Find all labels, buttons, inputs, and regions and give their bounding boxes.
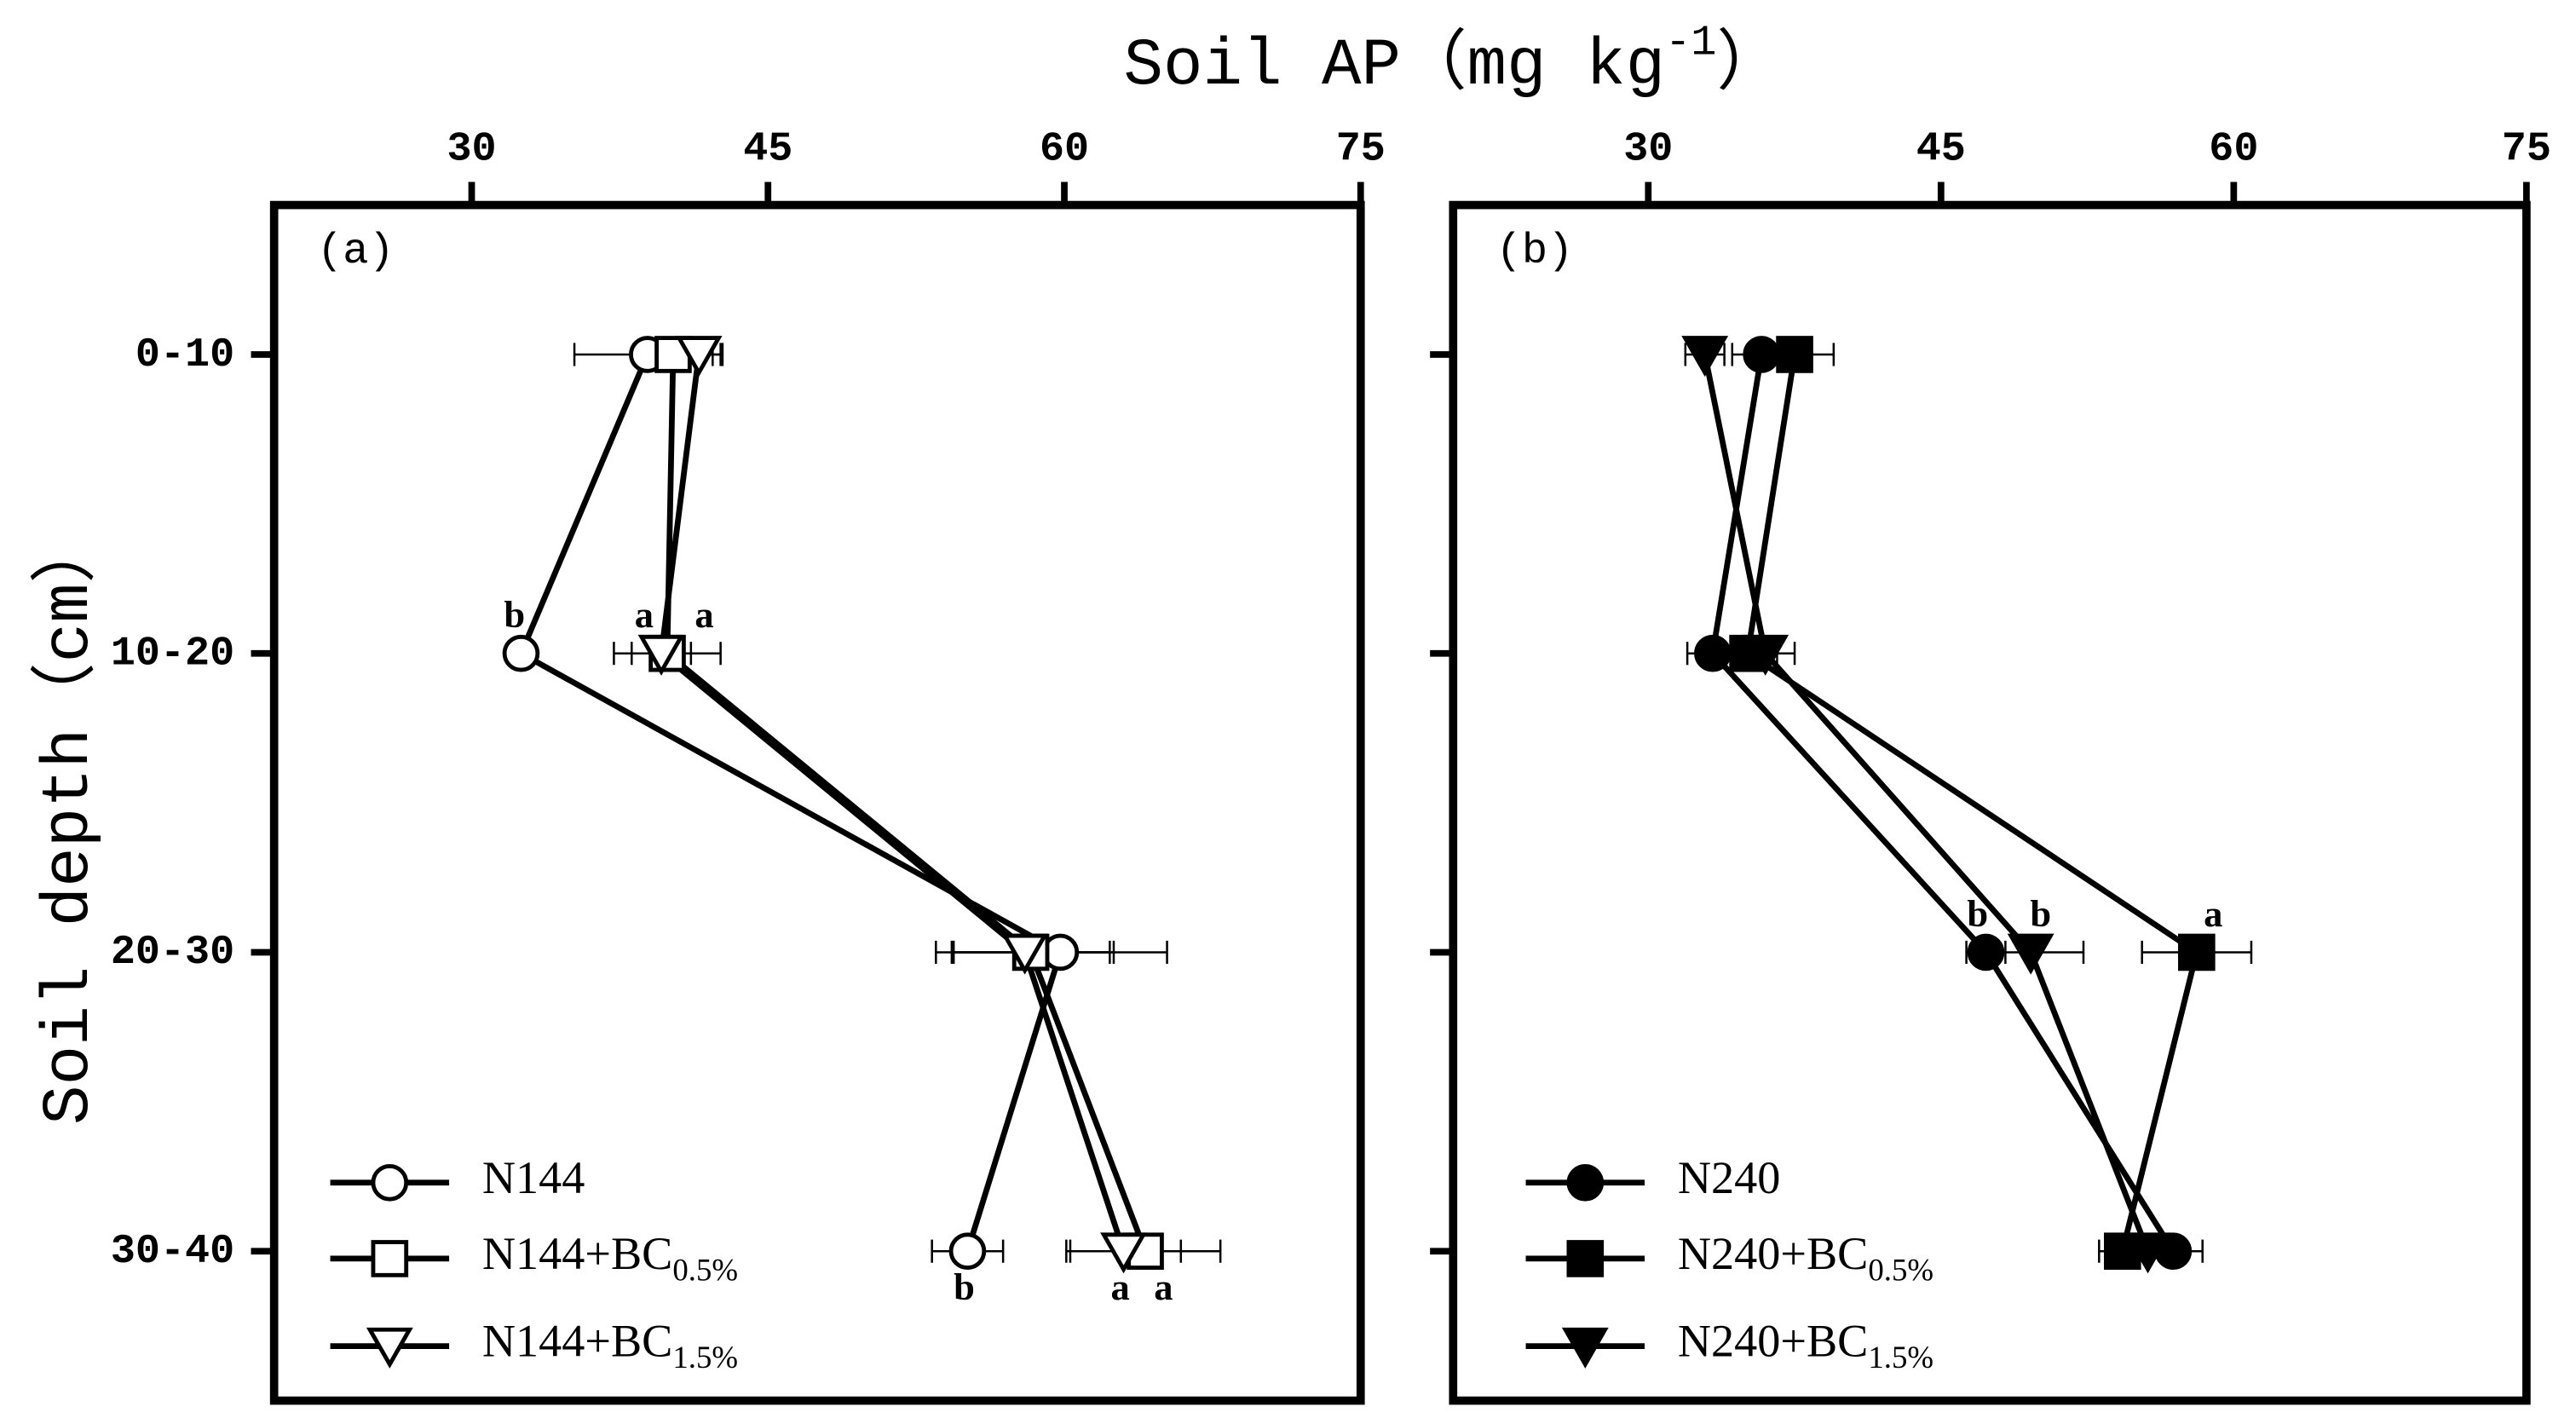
significance-label: a xyxy=(694,593,713,636)
data-point xyxy=(2178,933,2216,971)
series-line xyxy=(664,354,1149,1253)
legend-marker xyxy=(1561,1327,1609,1369)
significance-label: b xyxy=(504,593,525,636)
x-axis-title: Soil AP（mg kg-1） xyxy=(1123,20,1783,104)
plot-frame xyxy=(1449,200,2531,1405)
significance-label: b xyxy=(954,1265,975,1308)
data-point xyxy=(1742,634,1789,676)
x-tick-label: 45 xyxy=(1916,126,1966,173)
series-line xyxy=(1744,354,2200,1253)
panel-label: (b) xyxy=(1496,228,1574,276)
legend-label: N144 xyxy=(482,1152,585,1203)
x-axis-title-text: Soil AP（mg kg xyxy=(1123,26,1665,104)
legend-label: N144+BC1.5% xyxy=(482,1316,738,1375)
legend-name: N240+BC xyxy=(1678,1316,1869,1367)
x-tick-label: 45 xyxy=(743,126,792,173)
series-line xyxy=(1709,354,2176,1253)
significance-label: a xyxy=(1111,1265,1130,1308)
data-point xyxy=(2007,933,2054,975)
legend-label: N240 xyxy=(1678,1152,1781,1203)
y-tick-label: 20-30 xyxy=(111,929,234,976)
legend-subscript: 0.5% xyxy=(672,1253,738,1288)
series-line xyxy=(1702,354,2151,1253)
x-tick-label: 75 xyxy=(1336,126,1386,173)
data-point xyxy=(502,634,540,672)
data-point xyxy=(1001,933,1049,975)
legend-name: N240 xyxy=(1678,1152,1781,1203)
significance-label: a xyxy=(635,593,654,636)
legend-marker xyxy=(371,1163,409,1202)
data-point xyxy=(2124,1232,2172,1274)
legend-marker xyxy=(366,1327,413,1369)
legend-marker xyxy=(1566,1240,1605,1277)
legend-name: N144+BC xyxy=(482,1316,673,1367)
legend-subscript: 1.5% xyxy=(672,1340,738,1375)
y-tick-label: 10-20 xyxy=(111,631,234,677)
legend-label: N144+BC0.5% xyxy=(482,1228,738,1287)
data-point xyxy=(1694,634,1732,672)
legend-subscript: 1.5% xyxy=(1868,1340,1933,1375)
y-tick-label: 30-40 xyxy=(111,1228,234,1275)
data-point xyxy=(1776,336,1813,373)
data-point xyxy=(1743,336,1780,373)
x-tick-label: 30 xyxy=(1623,126,1673,173)
legend-name: N144+BC xyxy=(482,1228,673,1279)
legend-name: N240+BC xyxy=(1678,1228,1869,1279)
legend-label: N240+BC1.5% xyxy=(1678,1316,1933,1375)
plot-frame xyxy=(269,200,1365,1405)
significance-label: a xyxy=(2204,892,2222,935)
significance-label: b xyxy=(1967,892,1988,935)
x-axis-title-sup: -1 xyxy=(1665,20,1716,68)
legend-marker xyxy=(371,1240,409,1277)
legend-subscript: 0.5% xyxy=(1868,1253,1933,1288)
significance-label: b xyxy=(2030,892,2051,935)
legend-label: N240+BC0.5% xyxy=(1678,1228,1933,1287)
data-point xyxy=(675,336,723,378)
panel-label: (a) xyxy=(317,228,395,276)
x-tick-label: 60 xyxy=(1040,126,1089,173)
data-point xyxy=(1967,933,2005,971)
x-tick-label: 30 xyxy=(447,126,496,173)
x-tick-label: 60 xyxy=(2209,126,2258,173)
y-tick-label: 0-10 xyxy=(135,331,234,378)
data-point xyxy=(637,634,685,676)
significance-label: a xyxy=(1154,1265,1173,1308)
series-line xyxy=(518,353,1063,1253)
data-point xyxy=(948,1232,987,1270)
data-point xyxy=(1100,1232,1147,1274)
x-tick-label: 75 xyxy=(2502,126,2551,173)
legend-marker xyxy=(1566,1163,1605,1202)
x-axis-title-close: ） xyxy=(1717,26,1784,104)
data-point xyxy=(1681,336,1729,378)
legend-name: N144 xyxy=(482,1152,585,1203)
series-line xyxy=(658,354,1127,1253)
y-axis-title: Soil depth（cm） xyxy=(30,517,107,1125)
